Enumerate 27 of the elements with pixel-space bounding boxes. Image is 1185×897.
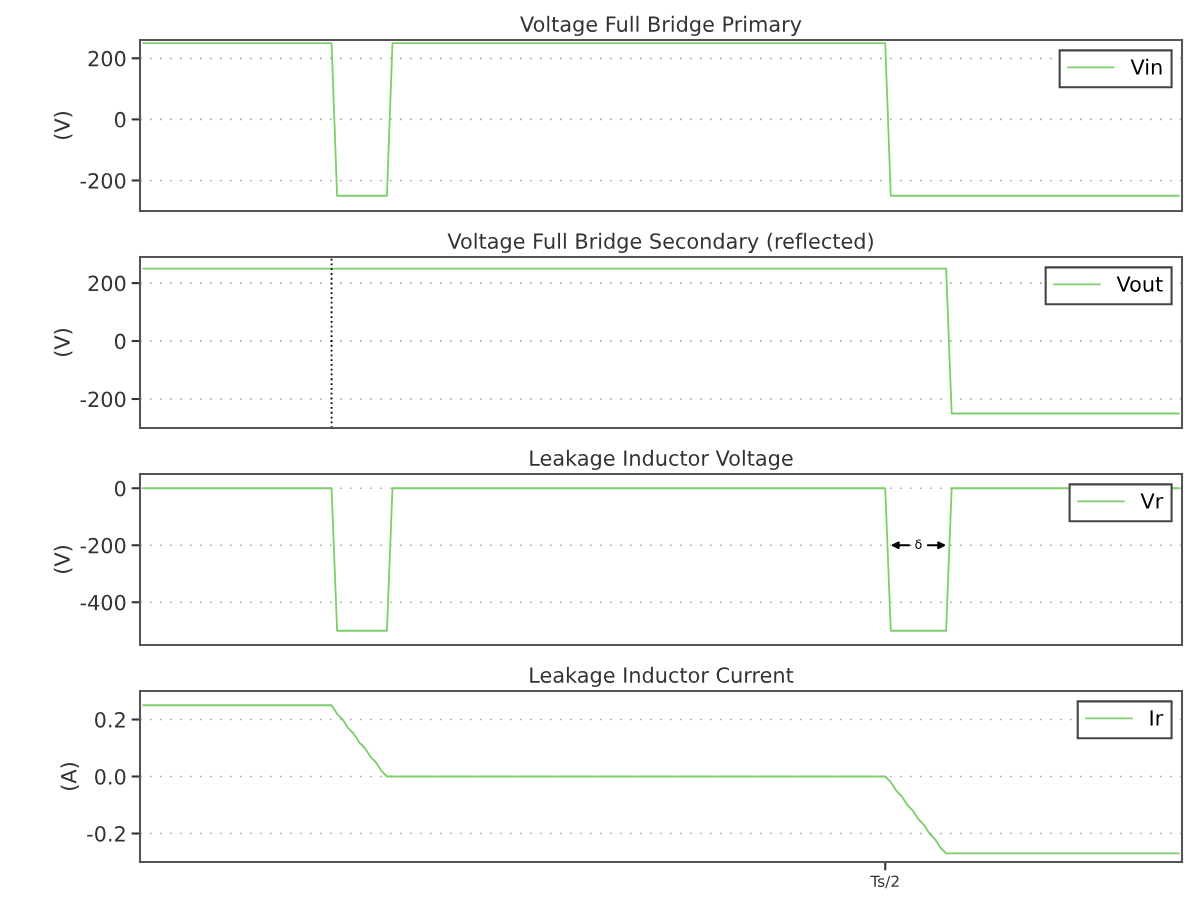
y-tick-label: 0.0: [95, 768, 126, 785]
legend-label: Vin: [1130, 58, 1162, 75]
chart-title: Voltage Full Bridge Primary: [520, 15, 802, 36]
chart-title: Leakage Inductor Voltage: [530, 449, 793, 470]
y-tick-label: -400: [80, 594, 126, 611]
y-tick-label: -200: [80, 172, 126, 189]
chart-title: Voltage Full Bridge Secondary (reflected): [447, 232, 873, 253]
y-axis-title: (V): [53, 546, 73, 573]
y-tick-label: -200: [80, 537, 126, 554]
legend-label: Vr: [1140, 493, 1164, 509]
chart-title: Leakage Inductor Current: [530, 666, 794, 687]
annotation: δ: [915, 539, 922, 549]
y-tick-label: 200: [88, 275, 126, 292]
y-axis-title: (A): [60, 763, 80, 790]
y-tick-label: -0.2: [87, 825, 125, 842]
y-tick-label: 0.2: [95, 711, 125, 728]
legend-label: Vout: [1116, 276, 1163, 292]
y-axis-title: (V): [53, 329, 73, 356]
y-tick-label: -200: [80, 391, 126, 408]
y-tick-label: 0: [114, 111, 126, 128]
y-tick-label: 200: [88, 50, 126, 67]
y-tick-label: 0: [114, 480, 126, 497]
y-tick-label: 0: [114, 333, 126, 350]
x-tick-label: Ts/2: [870, 875, 899, 889]
legend-label: Ir: [1150, 710, 1164, 726]
line-series: [142, 704, 1180, 855]
y-axis-title: (V): [53, 112, 73, 139]
